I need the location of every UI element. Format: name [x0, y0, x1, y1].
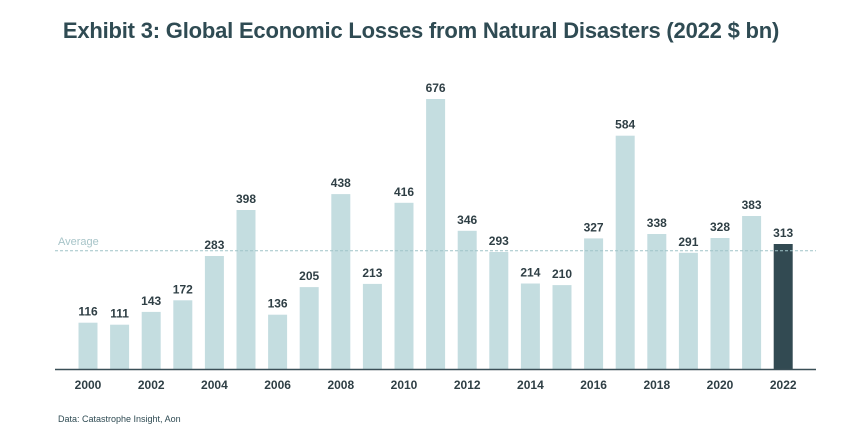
bar-2022 [773, 244, 793, 369]
x-tick-2014: 2014 [517, 378, 544, 392]
value-label-2017: 584 [615, 118, 635, 132]
value-label-2001: 111 [110, 307, 129, 321]
bar-2009 [362, 283, 382, 369]
value-label-2014: 214 [520, 266, 540, 280]
bars-layer [78, 99, 793, 369]
value-label-2009: 213 [362, 266, 382, 280]
x-tick-2012: 2012 [454, 378, 481, 392]
value-label-2006: 136 [268, 297, 288, 311]
bar-2021 [742, 216, 762, 369]
value-label-2010: 416 [394, 185, 414, 199]
source-note: Data: Catastrophe Insight, Aon [58, 414, 181, 424]
x-tick-2006: 2006 [264, 378, 291, 392]
bar-2005 [236, 210, 256, 369]
x-tick-2002: 2002 [138, 378, 165, 392]
value-label-2004: 283 [204, 238, 224, 252]
average-reference-label: Average [58, 236, 99, 248]
bar-2008 [331, 194, 351, 369]
bar-2015 [552, 285, 572, 369]
bar-2012 [457, 230, 477, 369]
value-label-2011: 676 [426, 81, 446, 95]
x-tick-2000: 2000 [75, 378, 102, 392]
bar-2019 [678, 252, 698, 369]
value-labels-layer: 116 111 143 172 283 398 136 205 438 213 416 676 346 2… [78, 81, 793, 321]
x-tick-2008: 2008 [327, 378, 354, 392]
value-label-2019: 291 [678, 235, 698, 249]
bar-2003 [173, 300, 193, 369]
value-label-2021: 383 [742, 198, 762, 212]
bar-2013 [489, 252, 509, 369]
value-label-2007: 205 [299, 269, 319, 283]
value-label-2016: 327 [584, 220, 604, 234]
bar-2002 [141, 311, 161, 369]
bar-2011 [426, 99, 446, 369]
value-label-2012: 346 [457, 213, 477, 227]
value-label-2013: 293 [489, 234, 509, 248]
value-label-2003: 172 [173, 282, 193, 296]
x-tick-2018: 2018 [643, 378, 670, 392]
bar-2017 [615, 135, 635, 369]
bar-2016 [584, 238, 604, 369]
bar-2007 [299, 287, 319, 369]
bar-2006 [268, 314, 288, 369]
x-tick-2022: 2022 [770, 378, 797, 392]
value-label-2005: 398 [236, 192, 256, 206]
bar-2010 [394, 202, 414, 369]
chart-title: Exhibit 3: Global Economic Losses from N… [62, 18, 780, 43]
value-label-2008: 438 [331, 176, 351, 190]
value-label-2000: 116 [78, 305, 98, 319]
x-tick-2016: 2016 [580, 378, 607, 392]
bar-2000 [78, 322, 98, 369]
bar-2020 [710, 238, 730, 369]
bar-2014 [520, 283, 540, 369]
value-label-2002: 143 [141, 294, 161, 308]
bar-2001 [110, 324, 130, 369]
value-label-2015: 210 [552, 267, 572, 281]
value-label-2018: 338 [647, 216, 667, 230]
bar-2004 [204, 256, 224, 369]
x-tick-2020: 2020 [707, 378, 734, 392]
value-label-2022: 313 [773, 226, 793, 240]
value-label-2020: 328 [710, 220, 730, 234]
bar-2018 [647, 234, 667, 369]
x-tick-2010: 2010 [391, 378, 418, 392]
x-tick-2004: 2004 [201, 378, 228, 392]
x-ticks-layer: 2000 2002 2004 2006 2008 2010 2012 2014 2016 2018… [75, 378, 797, 392]
